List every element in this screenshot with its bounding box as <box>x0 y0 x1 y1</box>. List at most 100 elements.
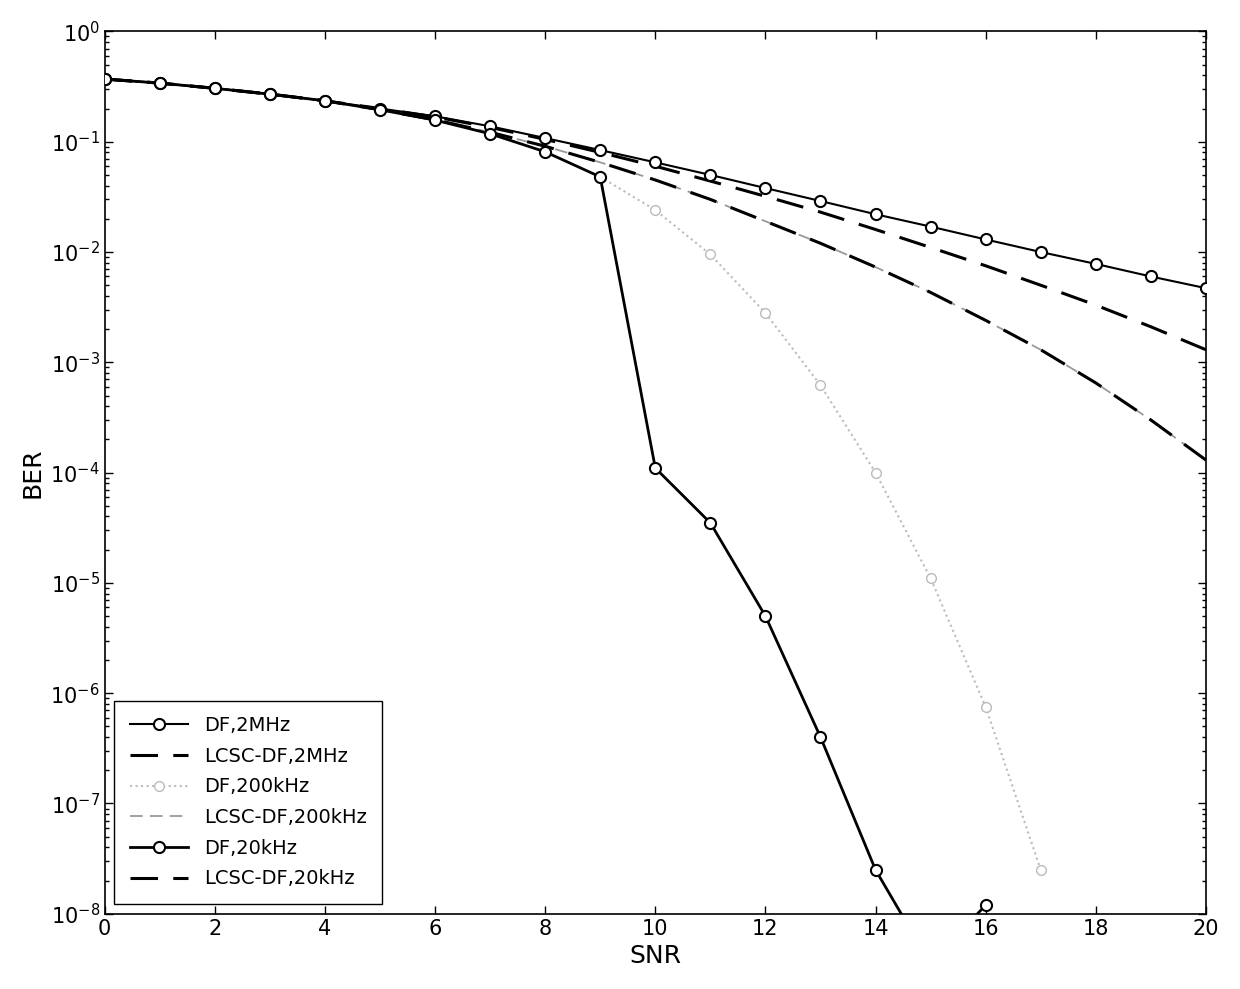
LCSC-DF,20kHz <box>978 315 993 326</box>
LCSC-DF,20kHz <box>97 73 112 85</box>
LCSC-DF,2MHz <box>428 111 443 123</box>
LCSC-DF,200kHz <box>428 114 443 126</box>
Legend: DF,2MHz, LCSC-DF,2MHz, DF,200kHz, LCSC-DF,200kHz, DF,20kHz, LCSC-DF,20kHz: DF,2MHz, LCSC-DF,2MHz, DF,200kHz, LCSC-D… <box>114 700 382 904</box>
DF,200kHz <box>372 104 387 116</box>
DF,200kHz <box>538 146 553 158</box>
LCSC-DF,20kHz <box>372 104 387 116</box>
DF,2MHz <box>593 144 608 156</box>
LCSC-DF,200kHz <box>317 95 332 107</box>
LCSC-DF,20kHz <box>1033 344 1048 356</box>
DF,20kHz <box>978 899 993 911</box>
DF,200kHz <box>97 73 112 85</box>
LCSC-DF,20kHz <box>758 216 773 227</box>
LCSC-DF,2MHz <box>372 103 387 115</box>
Line: LCSC-DF,20kHz: LCSC-DF,20kHz <box>104 79 1207 460</box>
DF,20kHz <box>97 73 112 85</box>
LCSC-DF,200kHz <box>207 82 222 94</box>
DF,2MHz <box>428 111 443 123</box>
LCSC-DF,2MHz <box>703 175 718 187</box>
DF,200kHz <box>703 248 718 260</box>
LCSC-DF,200kHz <box>813 237 828 249</box>
DF,200kHz <box>923 573 937 584</box>
DF,200kHz <box>207 82 222 94</box>
DF,200kHz <box>482 128 497 139</box>
LCSC-DF,2MHz <box>813 206 828 218</box>
DF,20kHz <box>538 146 553 158</box>
DF,20kHz <box>647 462 662 474</box>
LCSC-DF,2MHz <box>317 95 332 107</box>
DF,2MHz <box>923 221 937 232</box>
LCSC-DF,20kHz <box>317 95 332 107</box>
DF,200kHz <box>317 95 332 107</box>
Line: DF,2MHz: DF,2MHz <box>99 73 1211 294</box>
LCSC-DF,2MHz <box>207 82 222 94</box>
DF,20kHz <box>153 77 167 89</box>
LCSC-DF,2MHz <box>868 224 883 235</box>
DF,2MHz <box>97 73 112 85</box>
DF,200kHz <box>868 467 883 479</box>
Line: LCSC-DF,2MHz: LCSC-DF,2MHz <box>104 79 1207 350</box>
DF,200kHz <box>758 307 773 318</box>
DF,20kHz <box>428 114 443 126</box>
LCSC-DF,20kHz <box>428 114 443 126</box>
DF,2MHz <box>153 77 167 89</box>
DF,2MHz <box>482 121 497 133</box>
DF,2MHz <box>978 233 993 245</box>
LCSC-DF,200kHz <box>1199 454 1214 466</box>
LCSC-DF,20kHz <box>868 261 883 273</box>
DF,2MHz <box>538 133 553 144</box>
LCSC-DF,2MHz <box>1199 344 1214 356</box>
DF,20kHz <box>868 864 883 876</box>
LCSC-DF,200kHz <box>1033 344 1048 356</box>
DF,2MHz <box>703 169 718 181</box>
LCSC-DF,20kHz <box>1089 377 1104 389</box>
LCSC-DF,200kHz <box>593 156 608 168</box>
LCSC-DF,2MHz <box>593 146 608 158</box>
LCSC-DF,200kHz <box>703 194 718 206</box>
LCSC-DF,20kHz <box>538 140 553 152</box>
LCSC-DF,200kHz <box>538 140 553 152</box>
DF,200kHz <box>647 204 662 216</box>
LCSC-DF,20kHz <box>1199 454 1214 466</box>
LCSC-DF,2MHz <box>758 190 773 202</box>
DF,2MHz <box>317 95 332 107</box>
DF,20kHz <box>207 82 222 94</box>
DF,20kHz <box>813 731 828 743</box>
DF,20kHz <box>482 128 497 139</box>
LCSC-DF,2MHz <box>647 160 662 172</box>
LCSC-DF,200kHz <box>1143 414 1158 426</box>
LCSC-DF,200kHz <box>153 77 167 89</box>
LCSC-DF,2MHz <box>153 77 167 89</box>
DF,2MHz <box>868 209 883 221</box>
DF,20kHz <box>758 610 773 622</box>
LCSC-DF,200kHz <box>978 315 993 326</box>
LCSC-DF,20kHz <box>813 237 828 249</box>
LCSC-DF,20kHz <box>923 287 937 299</box>
Line: LCSC-DF,200kHz: LCSC-DF,200kHz <box>104 79 1207 460</box>
LCSC-DF,2MHz <box>482 122 497 134</box>
DF,200kHz <box>978 701 993 713</box>
LCSC-DF,2MHz <box>1089 300 1104 312</box>
LCSC-DF,2MHz <box>538 134 553 145</box>
DF,2MHz <box>263 88 278 100</box>
LCSC-DF,20kHz <box>593 156 608 168</box>
DF,200kHz <box>153 77 167 89</box>
LCSC-DF,200kHz <box>1089 377 1104 389</box>
LCSC-DF,200kHz <box>482 127 497 138</box>
LCSC-DF,20kHz <box>207 82 222 94</box>
Y-axis label: BER: BER <box>21 447 45 497</box>
LCSC-DF,20kHz <box>153 77 167 89</box>
DF,2MHz <box>372 103 387 115</box>
LCSC-DF,2MHz <box>263 88 278 100</box>
DF,200kHz <box>1033 864 1048 876</box>
DF,20kHz <box>703 517 718 529</box>
LCSC-DF,2MHz <box>97 73 112 85</box>
DF,200kHz <box>263 88 278 100</box>
LCSC-DF,20kHz <box>482 127 497 138</box>
LCSC-DF,200kHz <box>97 73 112 85</box>
Line: DF,200kHz: DF,200kHz <box>99 74 1045 874</box>
LCSC-DF,2MHz <box>1143 320 1158 332</box>
DF,200kHz <box>813 379 828 391</box>
LCSC-DF,200kHz <box>263 88 278 100</box>
DF,20kHz <box>372 104 387 116</box>
